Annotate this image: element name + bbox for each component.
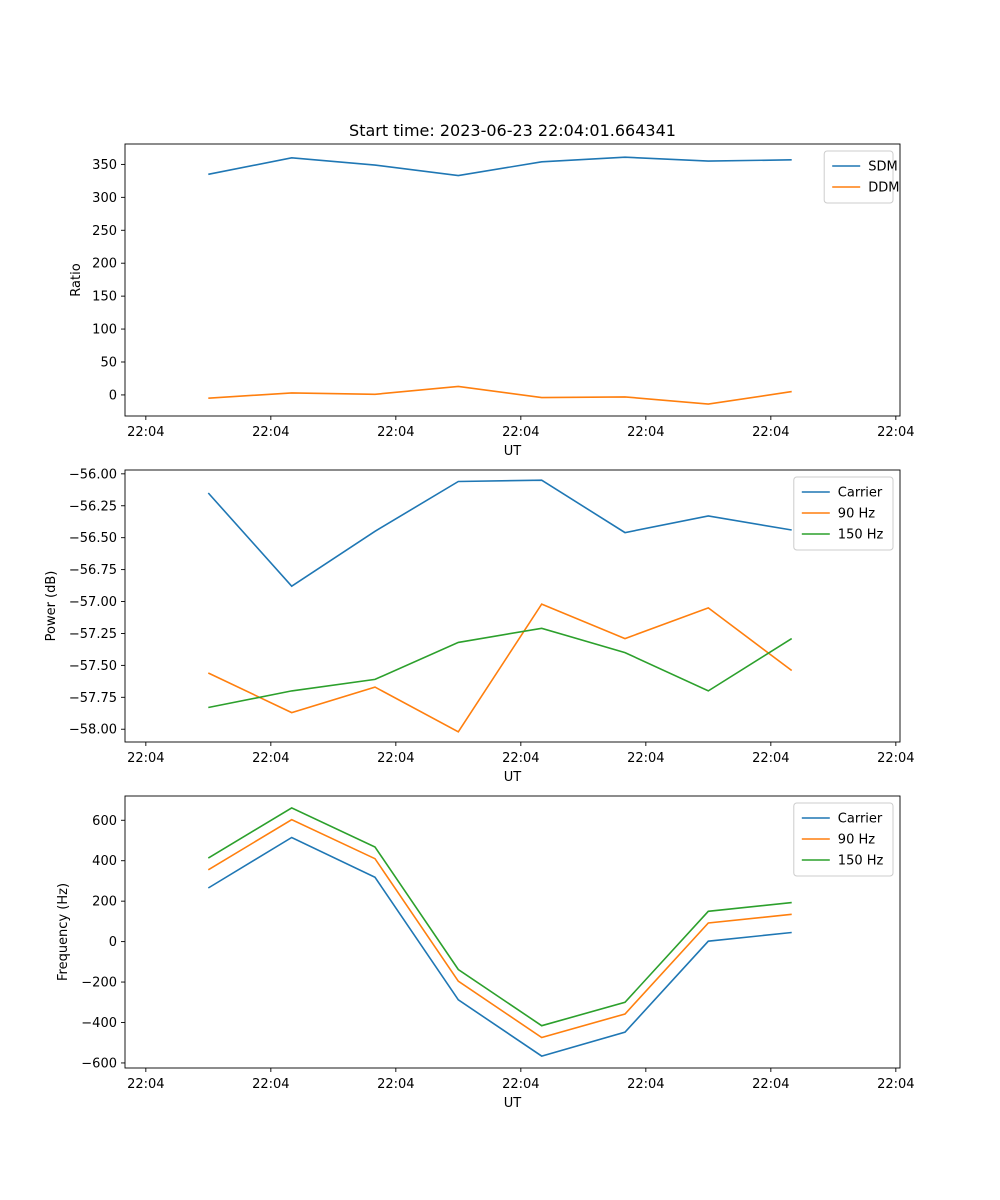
x-tick-label: 22:04 xyxy=(252,751,289,766)
x-tick-label: 22:04 xyxy=(127,751,164,766)
x-tick-label: 22:04 xyxy=(877,1077,914,1092)
y-tick-label: 150 xyxy=(92,290,117,305)
y-tick-label: 200 xyxy=(92,895,117,910)
axes-frame xyxy=(124,143,901,417)
legend-box xyxy=(793,802,894,877)
series-line-ddm xyxy=(208,385,792,405)
x-tick-label: 22:04 xyxy=(252,425,289,440)
legend-box xyxy=(823,150,894,204)
y-tick-label: −57.75 xyxy=(69,691,117,706)
y-tick-label: −400 xyxy=(81,1016,117,1031)
legend-label: SDM xyxy=(868,160,897,175)
x-axis-label: UT xyxy=(504,444,522,459)
y-tick-label: −200 xyxy=(81,976,117,991)
y-tick-label: −57.50 xyxy=(69,659,117,674)
x-tick-label: 22:04 xyxy=(502,425,539,440)
x-tick-label: 22:04 xyxy=(877,751,914,766)
y-tick-label: 0 xyxy=(109,935,117,950)
legend-label: DDM xyxy=(868,181,899,196)
x-tick-label: 22:04 xyxy=(752,1077,789,1092)
series-line-sdm xyxy=(208,156,792,177)
y-tick-label: 600 xyxy=(92,814,117,829)
x-tick-label: 22:04 xyxy=(877,425,914,440)
y-tick-label: 0 xyxy=(109,388,117,403)
legend-label: 90 Hz xyxy=(838,833,875,848)
x-tick-label: 22:04 xyxy=(627,1077,664,1092)
panel-3: −600 −400 −200 0 200 400 600 22:04 22:04 22:04 22:… xyxy=(56,795,915,1111)
y-tick-label: −56.00 xyxy=(69,467,117,482)
y-tick-label: −56.50 xyxy=(69,531,117,546)
x-tick-label: 22:04 xyxy=(502,751,539,766)
y-tick-label: −57.00 xyxy=(69,595,117,610)
x-tick-label: 22:04 xyxy=(377,425,414,440)
legend-label: 90 Hz xyxy=(838,507,875,522)
panel-1: 0 50 100 150 200 250 300 350 22:04 22:04 22:04 22:0… xyxy=(69,121,915,459)
y-tick-label: 300 xyxy=(92,191,117,206)
legend-label: Carrier xyxy=(838,486,883,501)
y-tick-label: 100 xyxy=(92,323,117,338)
series-line-90-hz xyxy=(207,603,793,733)
y-axis-label: Ratio xyxy=(69,263,84,296)
y-axis-label: Frequency (Hz) xyxy=(56,883,71,981)
x-tick-label: 22:04 xyxy=(252,1077,289,1092)
series-line-90-hz xyxy=(207,818,792,1039)
x-tick-label: 22:04 xyxy=(127,425,164,440)
x-tick-label: 22:04 xyxy=(502,1077,539,1092)
series-line-150-hz xyxy=(208,627,793,709)
x-tick-label: 22:04 xyxy=(752,751,789,766)
y-tick-label: 400 xyxy=(92,854,117,869)
series-line-150-hz xyxy=(207,806,792,1027)
y-axis-label: Power (dB) xyxy=(44,571,59,642)
x-axis-label: UT xyxy=(504,770,522,785)
y-tick-label: 200 xyxy=(92,257,117,272)
series-line-carrier xyxy=(207,836,792,1057)
y-tick-label: 350 xyxy=(92,158,117,173)
axes-frame xyxy=(124,795,901,1069)
y-tick-label: −57.25 xyxy=(69,627,117,642)
x-tick-label: 22:04 xyxy=(377,1077,414,1092)
y-tick-label: −600 xyxy=(81,1056,117,1071)
legend: Carrier 90 Hz 150 Hz xyxy=(793,802,894,877)
x-tick-label: 22:04 xyxy=(752,425,789,440)
legend-box xyxy=(793,476,894,551)
x-tick-label: 22:04 xyxy=(127,1077,164,1092)
y-tick-label: 250 xyxy=(92,224,117,239)
legend-label: 150 Hz xyxy=(838,854,884,869)
legend: SDM DDM xyxy=(823,150,899,204)
chart-title: Start time: 2023-06-23 22:04:01.664341 xyxy=(349,121,676,140)
series-line-carrier xyxy=(207,479,792,588)
x-tick-label: 22:04 xyxy=(627,425,664,440)
panel-2: −58.00 −57.75 −57.50 −57.25 −57.00 −56.75 −56.… xyxy=(44,467,915,785)
y-tick-label: 50 xyxy=(100,355,117,370)
y-tick-label: −58.00 xyxy=(69,723,117,738)
x-axis-label: UT xyxy=(504,1096,522,1111)
legend: Carrier 90 Hz 150 Hz xyxy=(793,476,894,551)
legend-label: 150 Hz xyxy=(838,528,884,543)
y-tick-label: −56.25 xyxy=(69,499,117,514)
x-tick-label: 22:04 xyxy=(377,751,414,766)
x-tick-label: 22:04 xyxy=(627,751,664,766)
legend-label: Carrier xyxy=(838,812,883,827)
axes-frame xyxy=(124,469,901,743)
y-tick-label: −56.75 xyxy=(69,563,117,578)
